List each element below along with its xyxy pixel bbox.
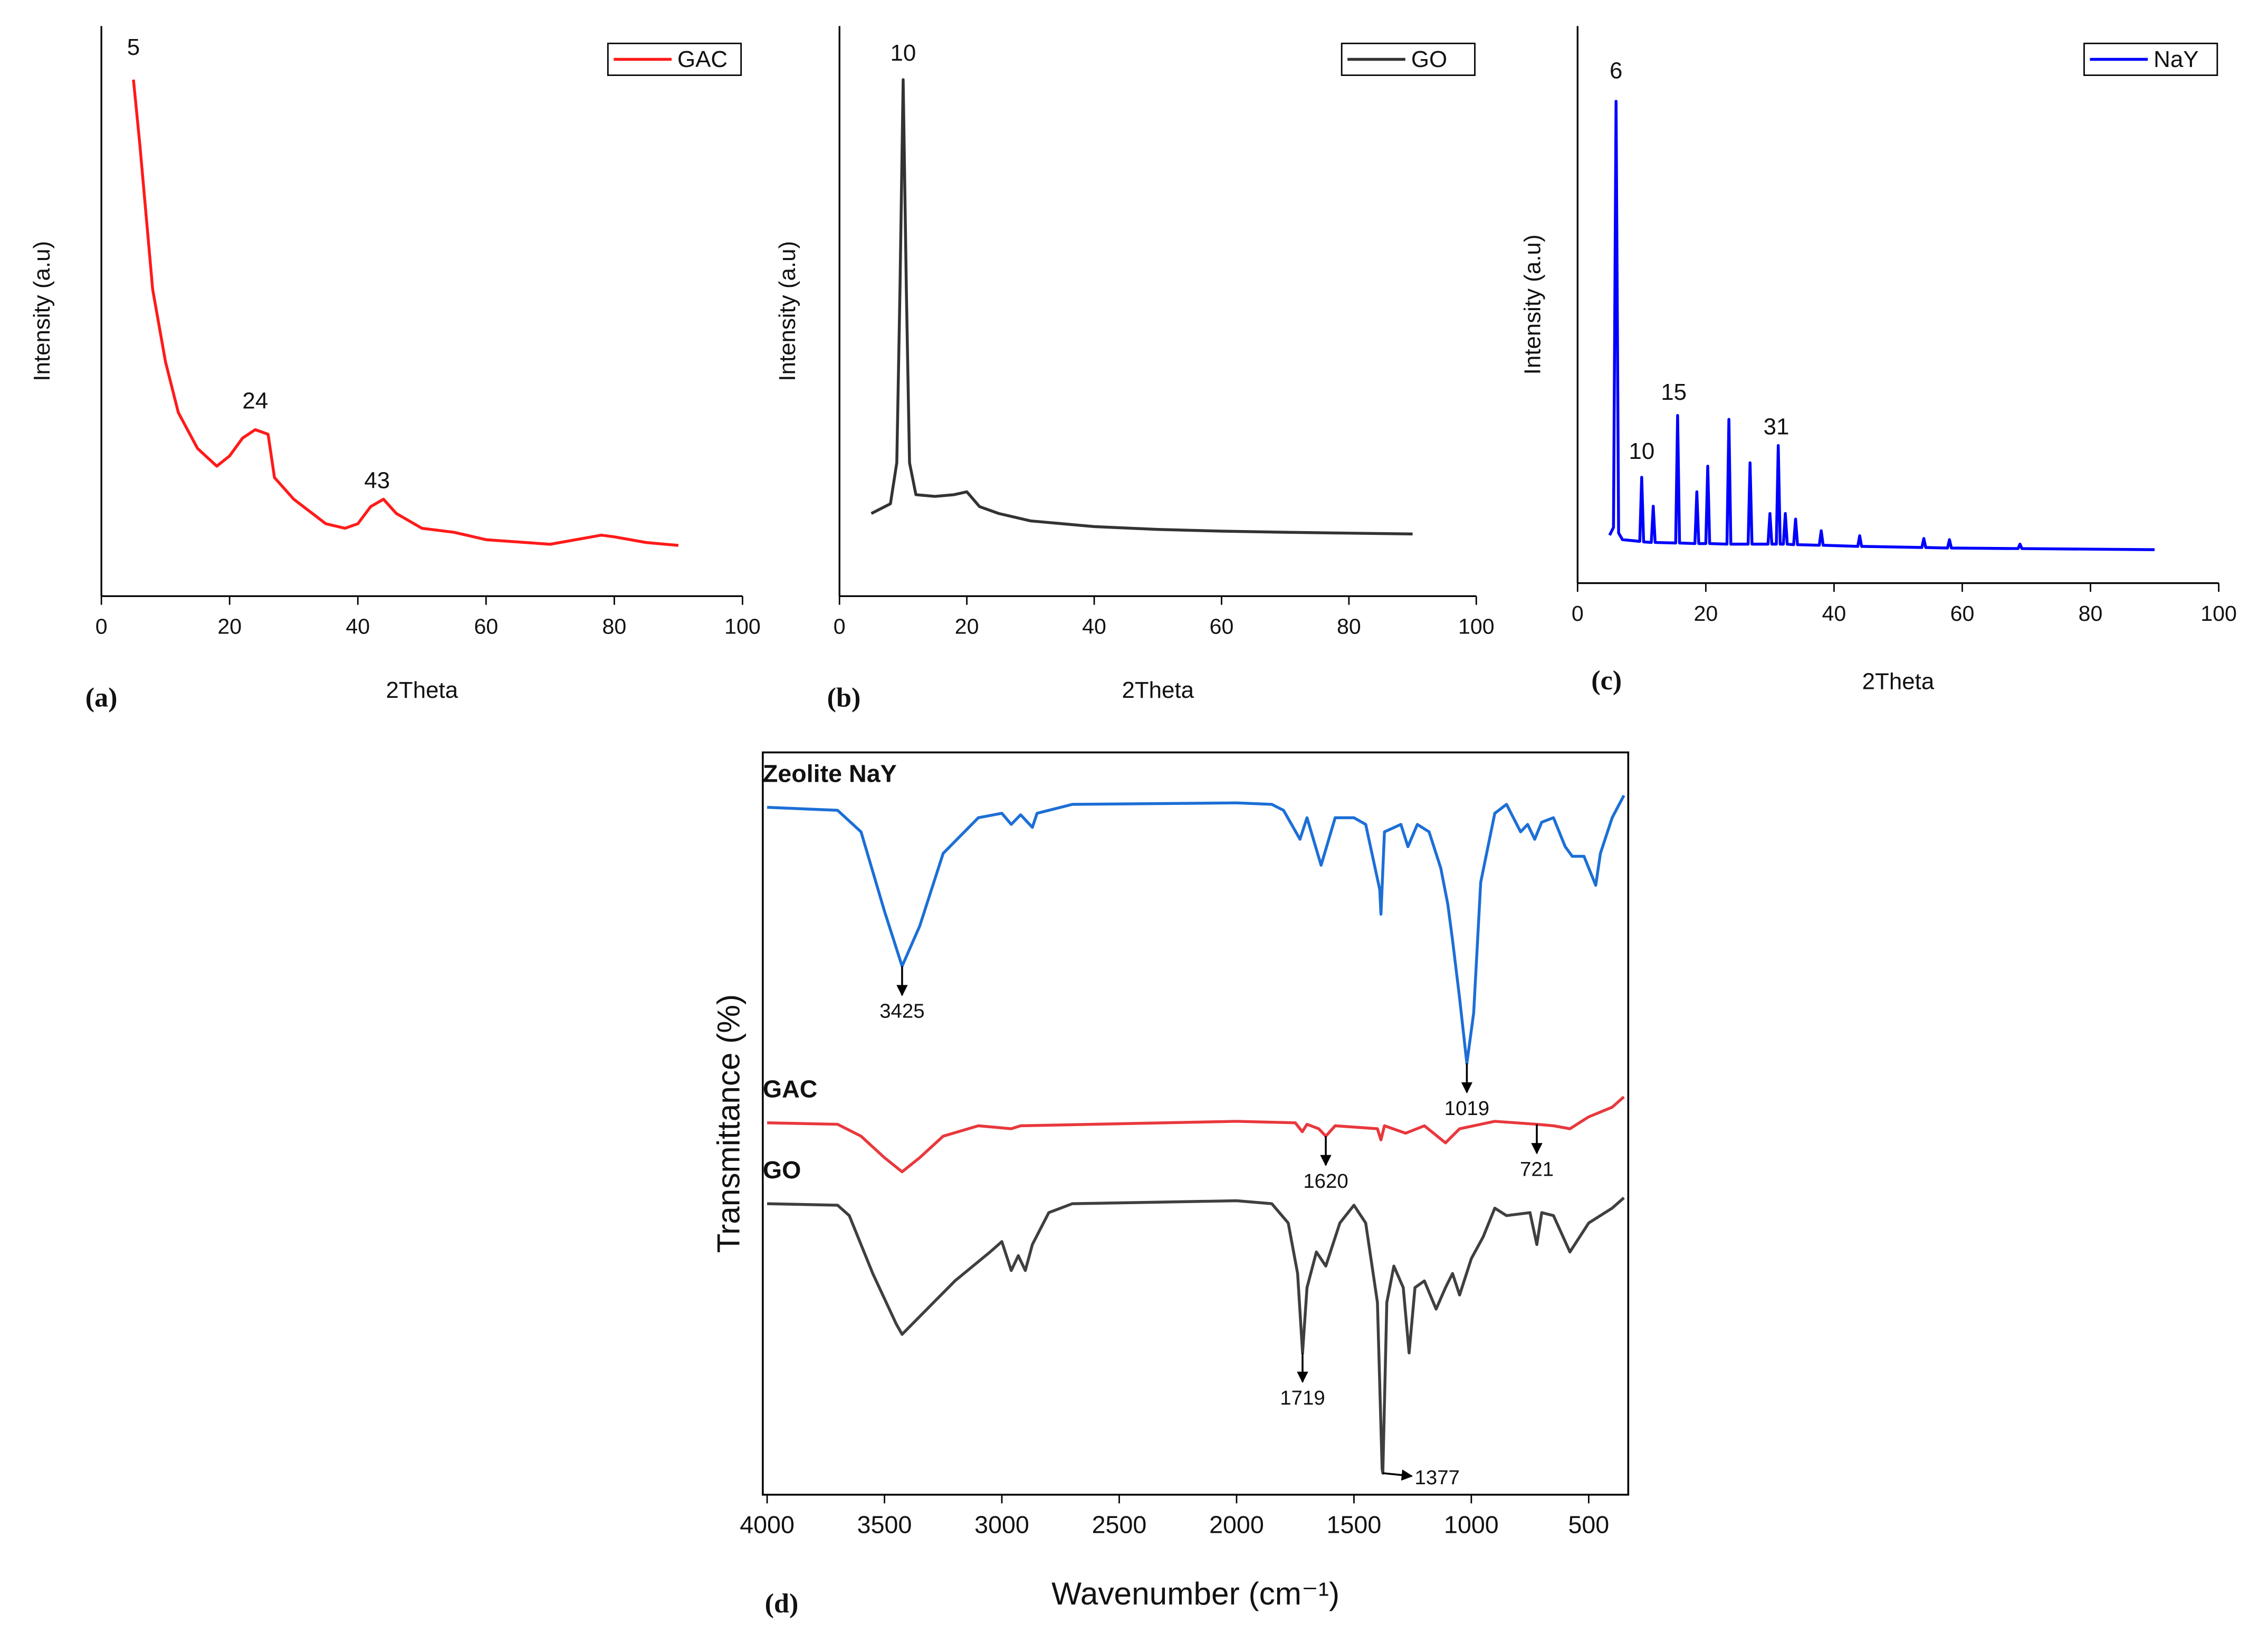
x-tick-label: 100: [2200, 601, 2237, 626]
x-tick-label: 20: [955, 614, 979, 638]
x-tick-label: 1000: [1444, 1511, 1499, 1538]
x-tick-label: 2500: [1092, 1511, 1147, 1538]
x-tick-label: 80: [602, 614, 627, 638]
legend-box: [2083, 42, 2218, 76]
x-tick-label: 4000: [740, 1511, 795, 1538]
x-tick-label: 40: [1822, 601, 1846, 626]
panel: 0 20 40 60 80 100 2Theta Intensity (a.u) (b) GO 10: [774, 26, 1495, 713]
series-label: GO: [763, 1156, 801, 1184]
x-axis-title: 2Theta: [1122, 677, 1194, 703]
peak-label: 6: [1610, 58, 1622, 84]
peak-label: 3425: [879, 1000, 924, 1023]
x-tick-label: 500: [1568, 1511, 1609, 1538]
x-tick-label: 60: [474, 614, 498, 638]
x-tick-label: 0: [95, 614, 108, 638]
peak-label: 721: [1520, 1158, 1554, 1180]
series-label: Zeolite NaY: [763, 760, 897, 787]
x-tick-label: 60: [1950, 601, 1975, 626]
x-tick-label: 80: [2079, 601, 2103, 626]
plot-frame: [762, 751, 1630, 1496]
x-tick-label: 2000: [1209, 1511, 1264, 1538]
legend-label: NaY: [2154, 46, 2198, 72]
x-tick-label: 20: [217, 614, 242, 638]
peak-label: 1719: [1280, 1387, 1325, 1409]
x-tick-label: 1500: [1327, 1511, 1382, 1538]
legend-label: GAC: [677, 46, 728, 72]
peak-label: 15: [1661, 379, 1687, 405]
peak-label: 10: [891, 40, 916, 66]
x-tick-label: 0: [834, 614, 846, 638]
panel: 0 20 40 60 80 100 2Theta Intensity (a.u) (a) GAC 5…: [29, 26, 761, 713]
y-axis-title: Transmittance (%): [710, 994, 746, 1253]
series-label: GAC: [763, 1075, 818, 1103]
x-tick-label: 40: [346, 614, 370, 638]
series-line: [1608, 100, 2155, 551]
x-axis-title: 2Theta: [1862, 668, 1935, 694]
panel: 4000 3500 3000 2500 2000 1500 1000 500 Wavenumbe…: [710, 751, 1630, 1619]
x-tick-label: 20: [1693, 601, 1718, 626]
series-line: [132, 79, 679, 547]
y-axis-title: Intensity (a.u): [1520, 235, 1546, 375]
x-tick-label: 3000: [974, 1511, 1029, 1538]
panel-label: (d): [765, 1589, 799, 1619]
x-axis-title: Wavenumber (cm⁻¹): [1051, 1575, 1339, 1611]
y-axis-title: Intensity (a.u): [774, 241, 800, 381]
peak-label: 1620: [1303, 1170, 1348, 1193]
series-line: [870, 78, 1413, 536]
peak-label: 31: [1764, 414, 1789, 440]
panel-label: (b): [827, 683, 861, 713]
peak-label: 5: [127, 34, 140, 60]
x-tick-label: 60: [1210, 614, 1234, 638]
x-tick-label: 80: [1337, 614, 1361, 638]
panel-label: (c): [1591, 666, 1622, 696]
peak-label: 1019: [1444, 1097, 1489, 1120]
x-axis-title: 2Theta: [386, 677, 458, 703]
panel: 0 20 40 60 80 100 2Theta Intensity (a.u) (c) NaY 6…: [1520, 26, 2237, 696]
series-line: [767, 1096, 1625, 1174]
x-tick-label: 100: [1458, 614, 1495, 638]
y-axis-title: Intensity (a.u): [29, 241, 55, 381]
panel-label: (a): [85, 683, 118, 713]
series-line: [767, 794, 1625, 1065]
peak-label: 24: [242, 388, 268, 414]
peak-label: 43: [364, 468, 390, 494]
x-tick-label: 40: [1082, 614, 1106, 638]
annotation-arrow: [1382, 1469, 1413, 1481]
peak-label: 10: [1629, 438, 1654, 464]
peak-label: 1377: [1415, 1466, 1460, 1489]
x-tick-label: 3500: [857, 1511, 912, 1538]
x-tick-label: 100: [724, 614, 761, 638]
legend-label: GO: [1411, 46, 1447, 72]
series-line: [767, 1196, 1625, 1475]
x-tick-label: 0: [1572, 601, 1584, 626]
